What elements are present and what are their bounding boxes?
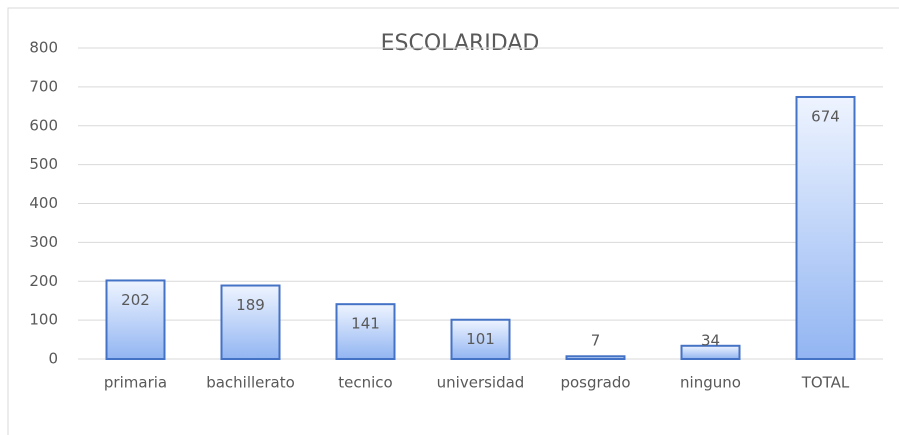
x-tick-label: bachillerato	[206, 374, 295, 392]
data-label: 7	[591, 332, 601, 350]
data-label: 674	[811, 107, 840, 125]
data-label: 141	[351, 315, 380, 333]
y-tick-label: 800	[29, 39, 58, 57]
y-tick-label: 200	[29, 272, 58, 290]
bar	[335, 303, 396, 360]
bar	[680, 344, 741, 361]
x-tick-label: tecnico	[338, 374, 392, 392]
x-tick-label: primaria	[104, 374, 167, 392]
x-tick-label: universidad	[437, 374, 525, 392]
x-tick-label: TOTAL	[801, 374, 850, 392]
chart-frame	[7, 7, 899, 435]
bar	[565, 355, 626, 360]
data-label: 189	[236, 296, 265, 314]
y-tick-label: 600	[29, 116, 58, 134]
y-tick-label: 0	[48, 350, 58, 368]
y-tick-label: 100	[29, 311, 58, 329]
y-tick-label: 500	[29, 155, 58, 173]
bar	[105, 279, 166, 360]
bar	[795, 95, 856, 360]
y-tick-label: 700	[29, 77, 58, 95]
bar	[450, 318, 511, 360]
bar	[220, 284, 281, 360]
x-tick-label: posgrado	[560, 374, 630, 392]
data-label: 101	[466, 330, 495, 348]
y-tick-label: 400	[29, 194, 58, 212]
x-tick-label: ninguno	[680, 374, 741, 392]
y-tick-label: 300	[29, 233, 58, 251]
data-label: 202	[121, 291, 150, 309]
chart-title: ESCOLARIDAD	[381, 31, 540, 56]
data-label: 34	[701, 332, 720, 350]
